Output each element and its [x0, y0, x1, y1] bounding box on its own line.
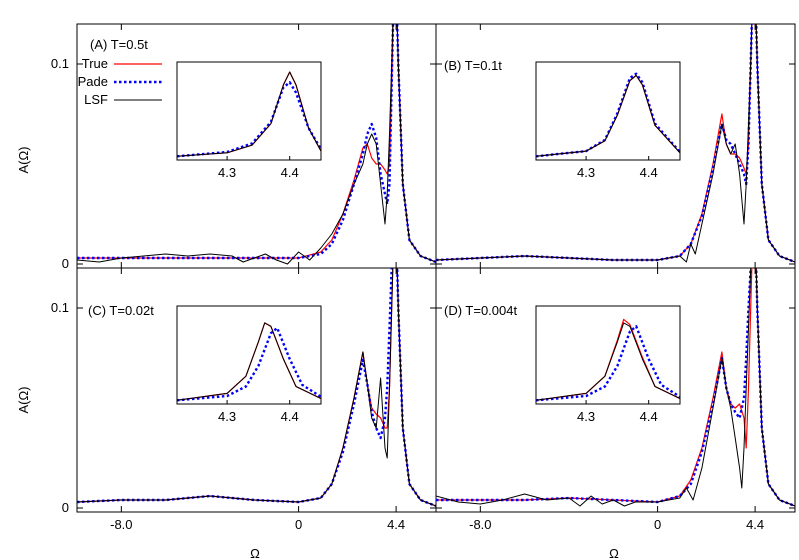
- inset-frame: [176, 61, 322, 161]
- inset-line-pade: [536, 325, 680, 402]
- series-line-lsf: [436, 268, 795, 507]
- legend-label-lsf: LSF: [84, 92, 108, 107]
- x-tick-label: -8.0: [469, 517, 491, 532]
- inset-series-group: [536, 72, 680, 158]
- series-line-lsf: [436, 24, 795, 263]
- series-line-lsf: [77, 268, 436, 507]
- inset-x-tick-label: 4.4: [281, 165, 299, 180]
- panel-b: (B) T=0.1t 4.3 4.4: [435, 23, 796, 269]
- inset-line-pade: [536, 72, 680, 158]
- x-axis-label-right: Ω: [609, 546, 619, 560]
- series-group: [436, 24, 795, 264]
- series-group: [77, 24, 436, 265]
- panel-d: -8.0 0 4.4 (D) T=0.004t 4.3 4.4: [435, 267, 796, 532]
- inset-x-tick-label: 4.3: [218, 409, 236, 424]
- series-group: [436, 268, 795, 508]
- legend-label-pade: Pade: [78, 74, 108, 89]
- inset-x-tick-label: 4.4: [640, 165, 658, 180]
- panel-label: (A) T=0.5t: [90, 37, 148, 52]
- series-line-lsf: [77, 24, 436, 265]
- inset-frame: [176, 305, 322, 405]
- x-tick-label: 0: [295, 517, 302, 532]
- inset-x-tick-label: 4.3: [577, 165, 595, 180]
- panel-c: 0 0.1 -8.0 0 4.4 (C) T=0.02t 4.3 4.4: [51, 267, 437, 532]
- inset-series-group: [177, 71, 321, 158]
- panel-label: (D) T=0.004t: [444, 303, 517, 318]
- x-axis-label-left: Ω: [250, 546, 260, 560]
- y-axis-label-bottom: A(Ω): [16, 386, 31, 413]
- inset-x-tick-label: 4.3: [577, 409, 595, 424]
- inset-frame: [535, 305, 681, 405]
- inset-series-group: [177, 322, 321, 402]
- inset-line-lsf: [177, 71, 321, 157]
- legend-label-true: True: [82, 56, 108, 71]
- inset-line-lsf: [536, 74, 680, 157]
- y-axis-label-top: A(Ω): [16, 146, 31, 173]
- inset-x-tick-label: 4.4: [281, 409, 299, 424]
- panels: 0 0.1 (A) T=0.5t 4.3 4.4 (B) T=0.1t 4.3 4.4 0 0.1…: [51, 23, 796, 532]
- series-group: [77, 268, 436, 508]
- inset: 4.3 4.4: [176, 61, 322, 180]
- x-tick-label: 4.4: [387, 517, 405, 532]
- inset-x-tick-label: 4.3: [218, 165, 236, 180]
- y-tick-label: 0: [62, 256, 69, 271]
- inset: 4.3 4.4: [535, 61, 681, 180]
- panel-label: (C) T=0.02t: [88, 303, 154, 318]
- panel-a: 0 0.1 (A) T=0.5t 4.3 4.4: [51, 23, 437, 271]
- x-tick-label: -8.0: [110, 517, 132, 532]
- inset-line-lsf: [177, 322, 321, 401]
- x-tick-label: 4.4: [746, 517, 764, 532]
- inset-frame: [535, 61, 681, 161]
- y-tick-label: 0: [62, 500, 69, 515]
- y-tick-label: 0.1: [51, 56, 69, 71]
- inset: 4.3 4.4: [176, 305, 322, 424]
- inset-x-tick-label: 4.4: [640, 409, 658, 424]
- inset-line-lsf: [536, 322, 680, 401]
- legend: True Pade LSF: [78, 56, 162, 107]
- inset-series-group: [536, 318, 680, 402]
- inset: 4.3 4.4: [535, 305, 681, 424]
- inset-line-pade: [177, 326, 321, 402]
- x-tick-label: 0: [654, 517, 661, 532]
- panel-frame: [435, 267, 796, 513]
- panel-label: (B) T=0.1t: [444, 58, 502, 73]
- y-tick-label: 0.1: [51, 300, 69, 315]
- inset-line-pade: [177, 81, 321, 158]
